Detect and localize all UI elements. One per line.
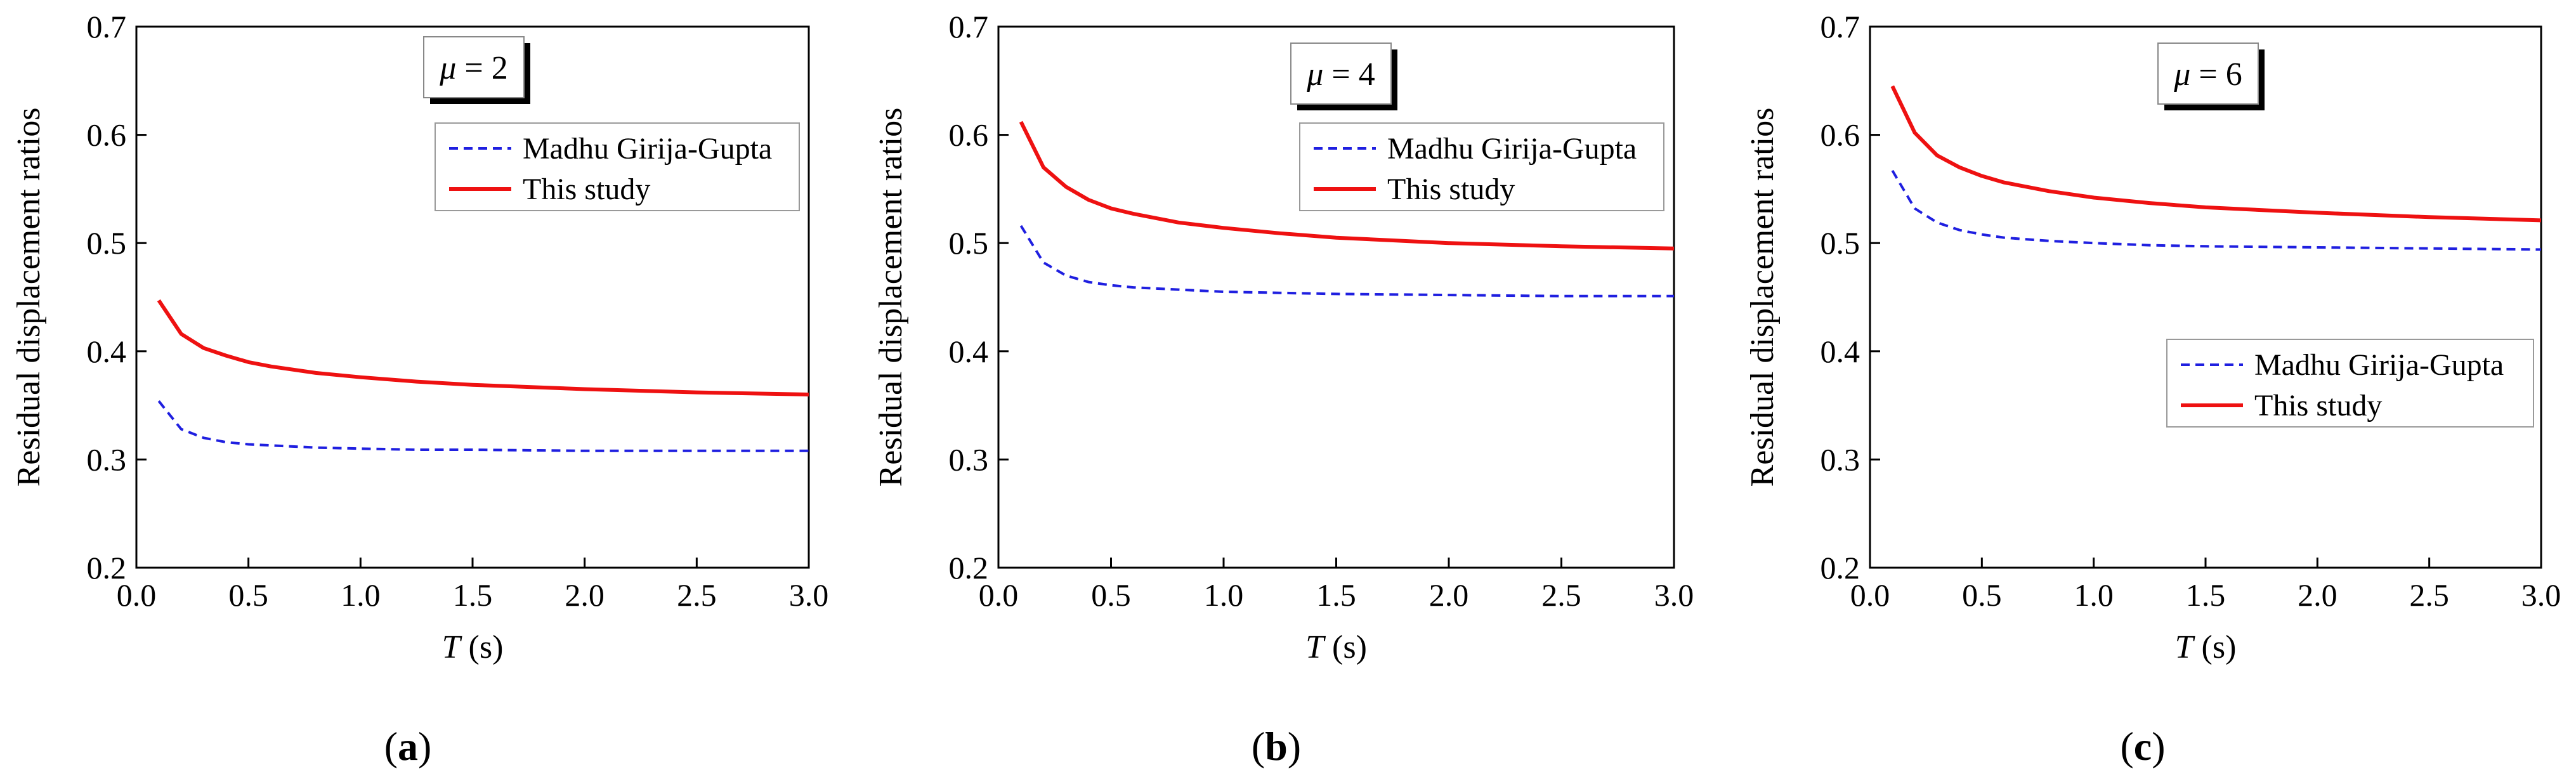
svg-text:μ = 6: μ = 6 xyxy=(2173,56,2242,93)
x-tick-label: 2.0 xyxy=(565,577,605,613)
x-axis-label: T (s) xyxy=(2175,629,2237,665)
y-tick-label: 0.6 xyxy=(87,117,127,153)
y-tick-label: 0.4 xyxy=(949,334,989,369)
x-axis-label: T (s) xyxy=(442,629,504,665)
x-tick-label: 0.5 xyxy=(1091,577,1131,613)
x-axis-variable: T xyxy=(2175,629,2195,665)
series-line-this-study xyxy=(157,299,809,396)
chart-panel-b: 0.0 0.5 1.0 1.5 2.0 2.5 3.0 0.2 0.3 0.4 0.5 0.6 0.7 T… xyxy=(873,9,1694,769)
x-axis-unit: (s) xyxy=(2202,629,2237,665)
mu-symbol: μ xyxy=(1306,56,1323,93)
legend-entry: This study xyxy=(2254,389,2382,422)
x-tick-label: 0.5 xyxy=(228,577,268,613)
y-tick-label: 0.2 xyxy=(949,550,989,585)
series-line-this-study xyxy=(1890,85,2542,223)
y-tick-label: 0.7 xyxy=(87,9,127,44)
legend-entry: This study xyxy=(1387,173,1515,206)
series-line-madhu-girija-gupta xyxy=(1019,225,1674,297)
mu-value: 6 xyxy=(2226,56,2242,93)
ductility-annotation: μ = 6 xyxy=(2157,42,2265,110)
x-tick-label: 2.0 xyxy=(1429,577,1469,613)
x-tick-label: 3.0 xyxy=(1654,577,1694,613)
series-line-madhu-girija-gupta xyxy=(157,400,809,452)
y-tick-label: 0.6 xyxy=(949,117,989,153)
y-axis-label: Residual displacement ratios xyxy=(1744,108,1781,487)
x-tick-label: 2.5 xyxy=(1541,577,1581,613)
panel-letter: a xyxy=(398,724,418,769)
x-axis-unit: (s) xyxy=(1332,629,1367,665)
ductility-annotation: μ = 2 xyxy=(423,36,530,104)
svg-text:μ = 2: μ = 2 xyxy=(439,50,507,86)
legend-entry: Madhu Girija-Gupta xyxy=(1387,132,1637,166)
x-axis-unit: (s) xyxy=(469,629,504,665)
legend-entry: Madhu Girija-Gupta xyxy=(523,132,772,166)
x-tick-label: 1.0 xyxy=(341,577,381,613)
x-axis-variable: T xyxy=(1305,629,1326,665)
x-tick-label: 2.5 xyxy=(2409,577,2449,613)
x-tick-label: 0.0 xyxy=(1850,577,1890,613)
y-tick-label: 0.7 xyxy=(1821,9,1860,44)
x-tick-label: 1.5 xyxy=(453,577,493,613)
x-tick-label: 1.5 xyxy=(1316,577,1356,613)
svg-text:μ = 4: μ = 4 xyxy=(1306,56,1375,93)
y-tick-label: 0.3 xyxy=(1821,441,1860,477)
panel-label: (c) xyxy=(2120,724,2165,769)
panel-letter: c xyxy=(2134,724,2152,769)
y-tick-label: 0.7 xyxy=(949,9,989,44)
y-axis-label: Residual displacement ratios xyxy=(873,108,909,487)
x-tick-label: 1.0 xyxy=(2074,577,2114,613)
mu-symbol: μ xyxy=(439,50,456,86)
panel-label: (b) xyxy=(1252,724,1301,769)
y-tick-label: 0.3 xyxy=(949,441,989,477)
y-axis-label: Residual displacement ratios xyxy=(11,108,47,487)
legend: Madhu Girija-Gupta This study xyxy=(2166,339,2534,428)
ductility-annotation: μ = 4 xyxy=(1290,42,1397,110)
x-tick-label: 2.0 xyxy=(2298,577,2337,613)
legend-entry: Madhu Girija-Gupta xyxy=(2254,348,2504,382)
x-tick-label: 2.5 xyxy=(677,577,717,613)
x-axis-variable: T xyxy=(442,629,462,665)
y-tick-label: 0.5 xyxy=(949,225,989,261)
x-tick-label: 0.0 xyxy=(117,577,157,613)
x-tick-label: 3.0 xyxy=(2521,577,2561,613)
y-tick-label: 0.5 xyxy=(87,225,127,261)
plot-frame xyxy=(135,25,810,569)
series-line-this-study xyxy=(1019,121,1675,251)
y-tick-label: 0.4 xyxy=(87,334,127,369)
y-tick-label: 0.2 xyxy=(87,550,127,585)
x-tick-label: 0.5 xyxy=(1962,577,2002,613)
y-tick-label: 0.3 xyxy=(87,441,127,477)
x-tick-label: 0.0 xyxy=(979,577,1019,613)
legend: Madhu Girija-Gupta This study xyxy=(435,122,800,211)
x-tick-label: 1.5 xyxy=(2186,577,2226,613)
y-tick-label: 0.5 xyxy=(1821,225,1860,261)
y-tick-label: 0.4 xyxy=(1821,334,1860,369)
legend-entry: This study xyxy=(523,173,650,206)
mu-value: 2 xyxy=(492,50,508,86)
chart-panel-c: 0.0 0.5 1.0 1.5 2.0 2.5 3.0 0.2 0.3 0.4 0.5 0.6 0.7 T… xyxy=(1744,9,2561,769)
panel-letter: b xyxy=(1265,724,1288,769)
panel-label: (a) xyxy=(384,724,432,769)
legend: Madhu Girija-Gupta This study xyxy=(1299,122,1664,211)
x-tick-label: 3.0 xyxy=(789,577,829,613)
series-line-madhu-girija-gupta xyxy=(1891,169,2542,251)
y-tick-label: 0.2 xyxy=(1821,550,1860,585)
y-tick-label: 0.6 xyxy=(1821,117,1860,153)
mu-value: 4 xyxy=(1359,56,1375,93)
mu-symbol: μ xyxy=(2173,56,2190,93)
x-tick-label: 1.0 xyxy=(1204,577,1244,613)
x-axis-label: T (s) xyxy=(1305,629,1367,665)
chart-panel-a: 0.0 0.5 1.0 1.5 2.0 2.5 3.0 0.2 0.3 0.4 0.5 0.6 0.7 T… xyxy=(11,9,828,769)
